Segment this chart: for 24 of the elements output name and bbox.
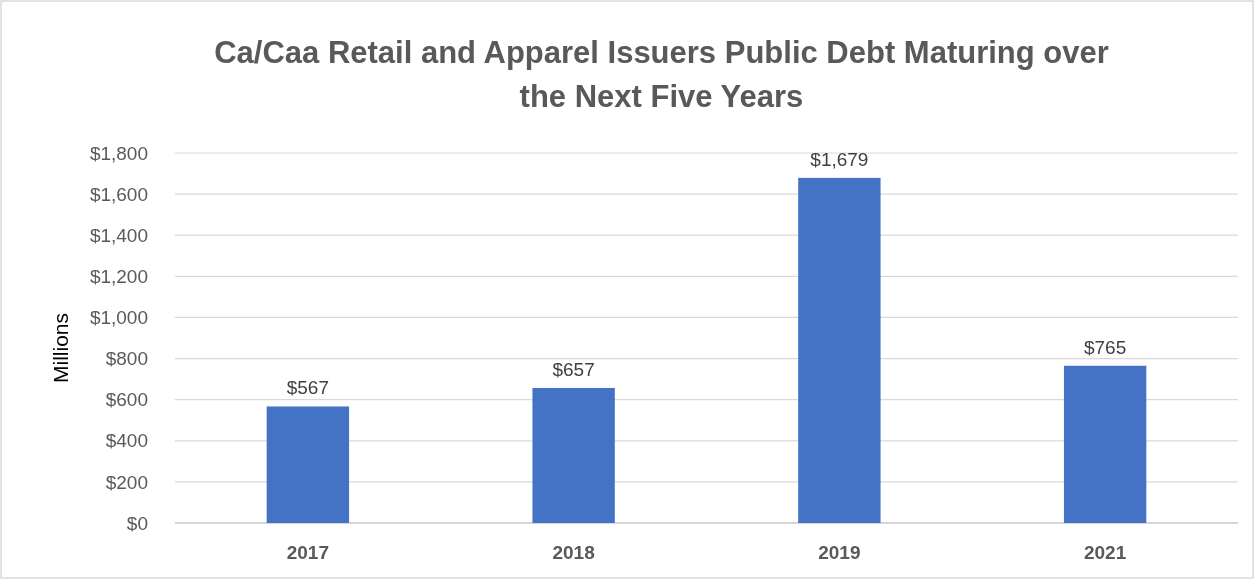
y-tick-label: $800: [105, 348, 148, 370]
y-tick-label: $1,600: [89, 183, 148, 205]
data-label: $1,679: [810, 148, 869, 170]
y-tick-label: $600: [105, 389, 148, 411]
y-tick-label: $1,400: [89, 224, 148, 246]
y-tick-label: $400: [105, 430, 148, 452]
x-tick-label: 2019: [818, 542, 861, 563]
y-axis-title: Millions: [49, 312, 72, 384]
y-tick-label: $1,800: [89, 142, 148, 164]
x-tick-label: 2021: [1083, 542, 1127, 563]
x-tick-label: 2018: [552, 542, 595, 563]
data-label: $567: [286, 377, 330, 399]
bar: [532, 387, 615, 523]
data-label: $657: [552, 358, 595, 380]
y-tick-label: $1,000: [89, 307, 148, 329]
bar: [1063, 365, 1147, 523]
chart-title: Ca/Caa Retail and Apparel Issuers Public Debt Maturing over the Next Five Years: [214, 35, 1109, 114]
data-label: $765: [1083, 336, 1127, 358]
x-tick-label: 2017: [286, 542, 330, 563]
y-tick-label: $0: [126, 512, 148, 534]
y-tick-label: $1,200: [89, 265, 148, 287]
bar: [798, 177, 881, 523]
y-tick-label: $200: [105, 471, 148, 493]
bar: [266, 406, 350, 523]
